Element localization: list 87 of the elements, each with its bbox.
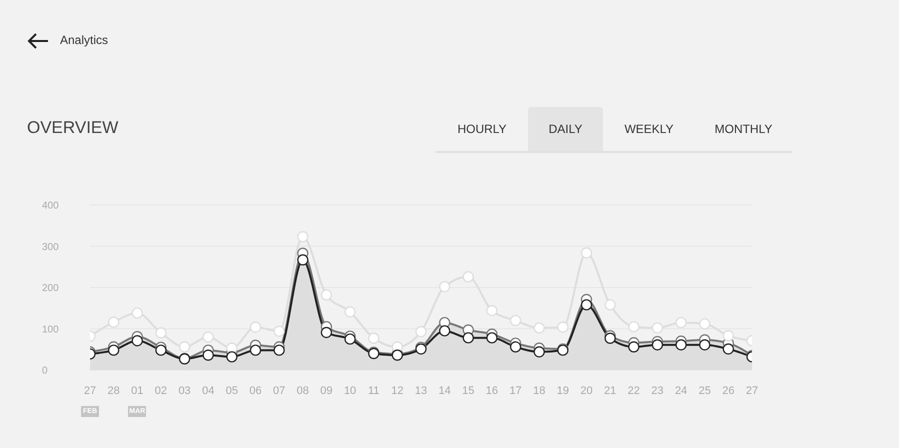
x-tick-label: 17 (509, 384, 522, 397)
point (580, 299, 592, 310)
x-tick-label: 19 (556, 384, 569, 397)
x-tick-label: 16 (486, 384, 498, 397)
x-tick-label: 24 (674, 384, 688, 397)
chart-title: OVERVIEW (27, 118, 118, 138)
point (320, 289, 332, 301)
point (108, 344, 120, 356)
point (274, 344, 285, 356)
point (320, 326, 332, 338)
x-tick-label: 20 (580, 384, 593, 397)
x-tick-label: 12 (391, 384, 404, 397)
point (274, 326, 285, 337)
point (486, 332, 498, 344)
x-tick-label: 28 (108, 384, 120, 397)
point (486, 305, 498, 316)
point (202, 331, 214, 343)
point (510, 314, 522, 326)
x-tick-label: 06 (249, 384, 262, 397)
text: DAILY (528, 107, 603, 151)
point (439, 281, 450, 292)
point (628, 321, 640, 332)
point (132, 307, 143, 319)
point (202, 350, 214, 361)
x-tick-label: 15 (462, 384, 474, 397)
point (226, 351, 238, 362)
x-tick-label: 10 (344, 384, 356, 397)
x-tick-label: 08 (296, 384, 309, 397)
x-tick-label: 27 (84, 384, 96, 397)
point (604, 332, 616, 344)
x-tick-label: 13 (414, 384, 428, 397)
point (628, 341, 640, 352)
point (534, 322, 545, 334)
x-tick-label: 09 (320, 384, 333, 397)
point (250, 344, 262, 356)
point (439, 325, 450, 336)
point (699, 318, 710, 330)
point (297, 254, 308, 266)
point (722, 330, 734, 342)
point (510, 341, 522, 352)
y-tick-label: 0 (42, 366, 48, 377)
point (604, 299, 616, 310)
x-tick-label: 02 (154, 384, 168, 397)
x-tick-label: 05 (226, 384, 238, 397)
x-tick-label: 23 (651, 384, 664, 397)
point (132, 335, 143, 346)
y-tick-label: 100 (42, 324, 60, 336)
x-tick-label: 26 (722, 384, 734, 397)
point (178, 341, 190, 352)
point (368, 332, 380, 344)
x-tick-label: 11 (368, 384, 380, 397)
text: WEEKLY (623, 121, 675, 138)
x-tick-label: 03 (178, 384, 191, 397)
point (534, 346, 545, 358)
point (675, 339, 687, 350)
point (344, 306, 356, 318)
x-tick-label: 04 (202, 384, 214, 397)
x-tick-label: 01 (131, 384, 144, 397)
point (344, 333, 356, 345)
y-tick-label: 400 (42, 200, 60, 212)
point (462, 271, 474, 282)
text: Analytics (60, 33, 108, 47)
x-tick-label: 25 (698, 384, 711, 397)
text: MONTHLY (714, 121, 774, 138)
point (557, 322, 568, 333)
x-tick-label: 27 (746, 384, 758, 397)
point (415, 326, 427, 338)
point (155, 327, 167, 338)
point (250, 322, 262, 333)
x-tick-label: 18 (533, 384, 546, 397)
point (108, 316, 120, 328)
point (675, 316, 687, 328)
point (462, 332, 474, 344)
point (652, 322, 664, 334)
point (297, 231, 308, 242)
point (699, 339, 710, 350)
point (580, 247, 592, 258)
point (652, 339, 664, 350)
y-tick-label: 300 (42, 242, 60, 253)
point (722, 343, 734, 355)
x-tick-label: 22 (628, 384, 640, 397)
x-tick-label: 21 (604, 384, 616, 397)
y-tick-label: 200 (42, 283, 60, 294)
x-tick-label: 14 (438, 384, 451, 397)
x-tick-label: 07 (273, 384, 286, 397)
text: HOURLY (456, 121, 508, 138)
point (155, 344, 167, 356)
